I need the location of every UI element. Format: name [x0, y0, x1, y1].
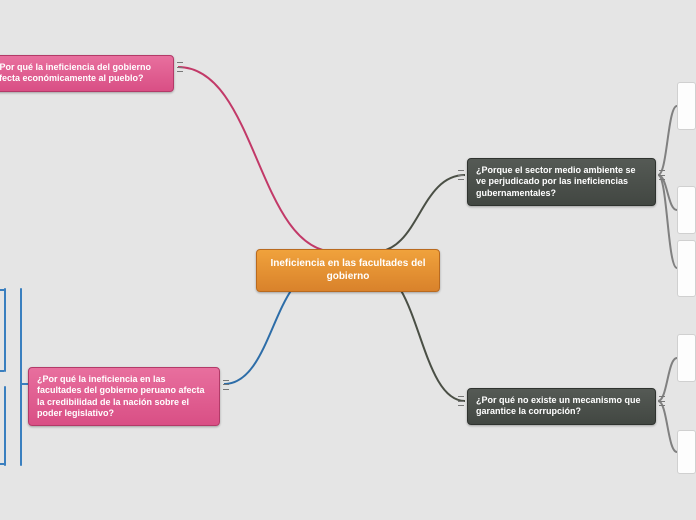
- bracket-stub: [0, 370, 4, 372]
- branch-node-corrupcion[interactable]: ¿Por qué no existe un mecanismo que gara…: [467, 388, 656, 425]
- side-leaf-box[interactable]: [677, 430, 696, 474]
- node-handle-icon: [659, 170, 665, 180]
- side-leaf-box[interactable]: [677, 186, 696, 234]
- node-handle-icon: [458, 396, 464, 406]
- bracket-stub: [0, 289, 4, 291]
- branch-node-ambiente[interactable]: ¿Porque el sector medio ambiente se ve p…: [467, 158, 656, 206]
- side-leaf-box[interactable]: [677, 334, 696, 382]
- bracket-line: [4, 386, 6, 466]
- node-handle-icon: [177, 62, 183, 72]
- bracket-stub: [0, 463, 4, 465]
- side-leaf-box[interactable]: [677, 240, 696, 297]
- node-handle-icon: [659, 396, 665, 406]
- center-node[interactable]: Ineficiencia en las facultades del gobie…: [256, 249, 440, 292]
- branch-node-economia[interactable]: ¿Por qué la ineficiencia del gobierno af…: [0, 55, 174, 92]
- side-leaf-box[interactable]: [677, 82, 696, 130]
- branch-node-credibilidad[interactable]: ¿Por qué la ineficiencia en las facultad…: [28, 367, 220, 426]
- node-handle-icon: [458, 170, 464, 180]
- bracket-line: [4, 288, 6, 372]
- bracket-line: [20, 288, 22, 466]
- node-handle-icon: [223, 380, 229, 390]
